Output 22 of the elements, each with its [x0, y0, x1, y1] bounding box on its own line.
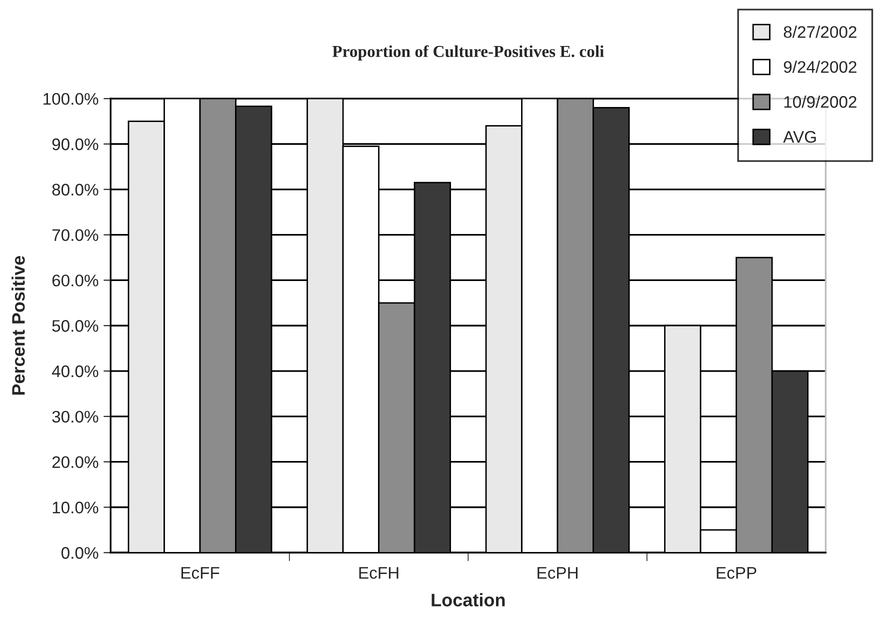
y-tick-label: 50.0% — [52, 320, 98, 332]
y-tick-label: 0.0% — [61, 547, 98, 559]
chart-title: Proportion of Culture-Positives E. coli — [332, 45, 604, 60]
y-tick-label: 80.0% — [52, 184, 98, 196]
y-tick-label: 10.0% — [52, 502, 98, 514]
y-tick-label: 70.0% — [52, 229, 98, 242]
y-tick-label: 90.0% — [52, 138, 98, 150]
legend-label: 10/9/2002 — [784, 96, 856, 108]
y-tick-label: 60.0% — [52, 274, 98, 286]
y-tick-label: 20.0% — [52, 456, 98, 468]
x-tick-label: EcFH — [359, 567, 398, 579]
x-axis-title: Location — [432, 593, 505, 606]
y-axis-title: Percent Positive — [12, 256, 25, 395]
y-tick-label: 30.0% — [52, 410, 98, 423]
x-tick-label: EcFF — [181, 567, 220, 579]
y-tick-label: 100.0% — [44, 92, 98, 105]
legend-label: AVG — [783, 130, 816, 143]
y-tick-label: 40.0% — [52, 365, 98, 378]
legend-label: 8/27/2002 — [784, 26, 856, 38]
x-tick-label: EcPH — [538, 567, 578, 579]
legend-label: 9/24/2002 — [784, 60, 856, 73]
x-tick-label: EcPP — [716, 567, 756, 579]
